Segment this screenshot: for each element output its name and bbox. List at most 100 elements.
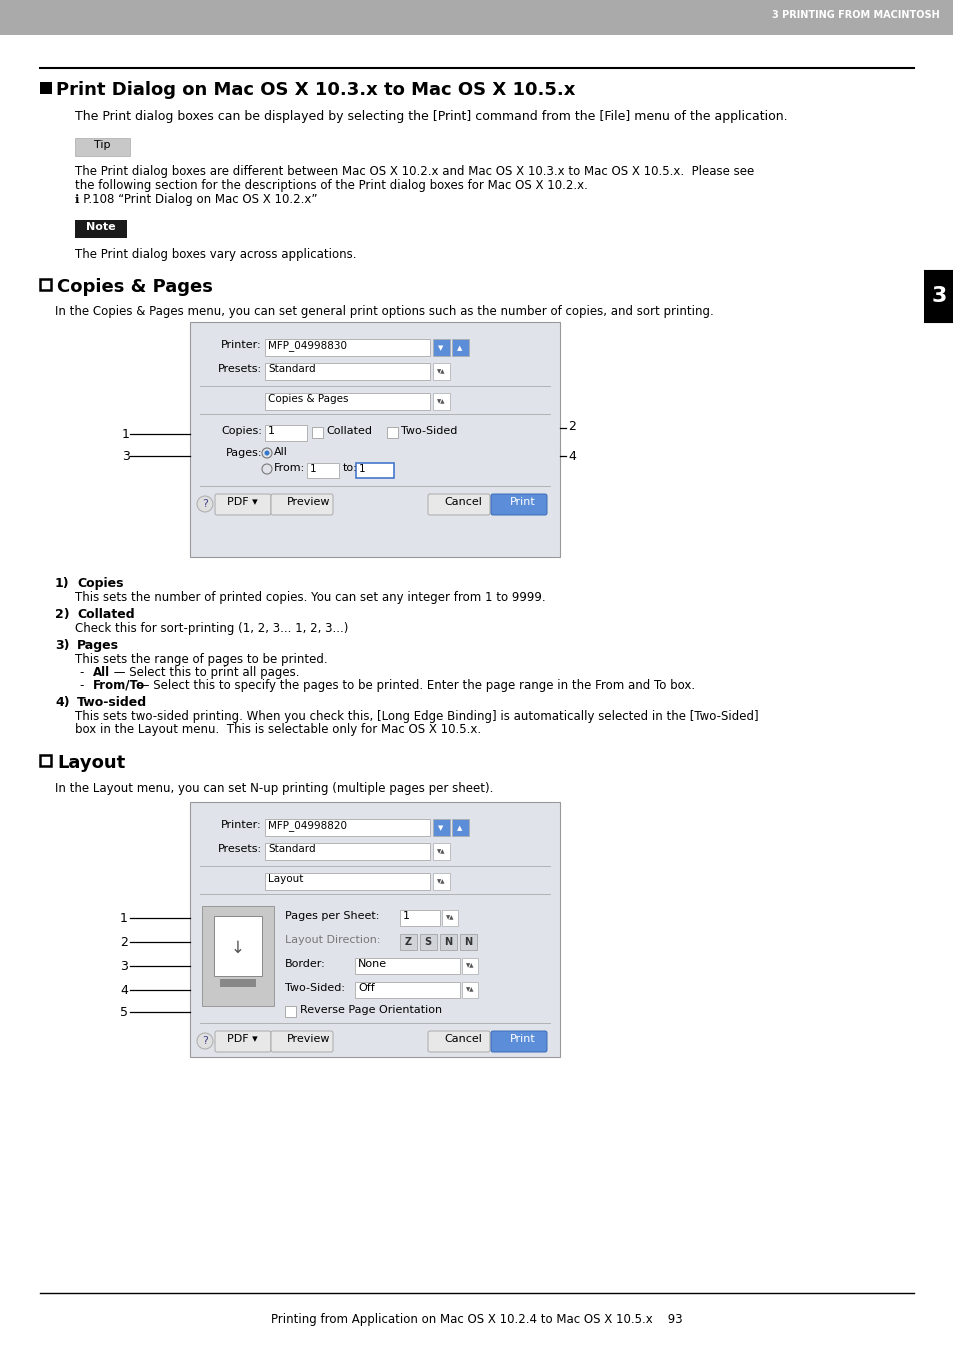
Text: -: - xyxy=(80,666,91,680)
FancyBboxPatch shape xyxy=(214,1031,271,1052)
Bar xyxy=(40,82,52,95)
Text: S: S xyxy=(424,938,431,947)
Text: ▼▲: ▼▲ xyxy=(445,916,454,920)
Bar xyxy=(265,339,430,357)
Text: Tip: Tip xyxy=(93,141,111,150)
Text: All: All xyxy=(92,666,110,680)
Text: 3: 3 xyxy=(120,961,128,973)
Circle shape xyxy=(264,450,269,455)
Text: Preview: Preview xyxy=(287,1034,330,1044)
Text: Printer:: Printer: xyxy=(221,340,262,350)
Bar xyxy=(265,363,430,380)
Bar xyxy=(461,958,477,974)
Text: Copies: Copies xyxy=(77,577,123,590)
Bar xyxy=(399,934,416,950)
Bar xyxy=(220,979,255,988)
Text: From:: From: xyxy=(274,463,305,473)
Text: box in the Layout menu.  This is selectable only for Mac OS X 10.5.x.: box in the Layout menu. This is selectab… xyxy=(75,723,480,736)
Text: Layout: Layout xyxy=(57,754,125,771)
Text: ▼▲: ▼▲ xyxy=(436,880,445,885)
Text: 1): 1) xyxy=(55,577,70,590)
Text: Collated: Collated xyxy=(326,426,372,436)
Bar xyxy=(75,220,127,238)
Text: ▼: ▼ xyxy=(437,345,443,351)
Text: 1: 1 xyxy=(268,426,274,436)
Text: N: N xyxy=(443,938,452,947)
Bar xyxy=(459,934,476,950)
Text: Two-sided: Two-sided xyxy=(77,696,147,709)
Text: Copies & Pages: Copies & Pages xyxy=(268,394,348,404)
Circle shape xyxy=(196,1034,213,1048)
Bar xyxy=(433,363,450,380)
Text: PDF ▾: PDF ▾ xyxy=(227,497,257,507)
Bar xyxy=(265,873,430,890)
Text: ▼▲: ▼▲ xyxy=(436,850,445,854)
Text: — Select this to print all pages.: — Select this to print all pages. xyxy=(111,666,299,680)
Text: ▲: ▲ xyxy=(456,825,462,831)
Bar xyxy=(75,138,130,155)
Text: ?: ? xyxy=(202,499,208,509)
Text: 1: 1 xyxy=(358,463,365,474)
Bar xyxy=(312,427,323,438)
Bar xyxy=(285,1006,295,1017)
Text: ▼▲: ▼▲ xyxy=(465,963,474,969)
Bar xyxy=(355,958,459,974)
Bar xyxy=(265,393,430,409)
Text: Preview: Preview xyxy=(287,497,330,507)
Text: 3): 3) xyxy=(55,639,70,653)
Text: 1: 1 xyxy=(402,911,410,921)
Text: Note: Note xyxy=(86,222,115,232)
Text: The Print dialog boxes are different between Mac OS X 10.2.x and Mac OS X 10.3.x: The Print dialog boxes are different bet… xyxy=(75,165,754,178)
Text: All: All xyxy=(274,447,288,457)
Text: PDF ▾: PDF ▾ xyxy=(227,1034,257,1044)
Bar xyxy=(40,280,51,290)
Bar xyxy=(355,463,394,478)
Text: In the Copies & Pages menu, you can set general print options such as the number: In the Copies & Pages menu, you can set … xyxy=(55,305,713,317)
Bar xyxy=(439,934,456,950)
Text: Copies & Pages: Copies & Pages xyxy=(57,278,213,296)
Text: Two-Sided: Two-Sided xyxy=(400,426,456,436)
Text: -: - xyxy=(80,680,91,692)
Text: Check this for sort-printing (1, 2, 3... 1, 2, 3...): Check this for sort-printing (1, 2, 3...… xyxy=(75,621,348,635)
Text: 3: 3 xyxy=(122,450,130,463)
Text: 4): 4) xyxy=(55,696,70,709)
Bar xyxy=(0,0,953,35)
FancyBboxPatch shape xyxy=(271,494,333,515)
Bar xyxy=(433,873,450,890)
Text: to:: to: xyxy=(343,463,357,473)
Text: Pages:: Pages: xyxy=(225,449,262,458)
Text: Cancel: Cancel xyxy=(443,1034,481,1044)
Bar xyxy=(190,802,559,1056)
Text: ▲: ▲ xyxy=(456,345,462,351)
FancyBboxPatch shape xyxy=(271,1031,333,1052)
FancyBboxPatch shape xyxy=(428,494,490,515)
Text: ▼▲: ▼▲ xyxy=(465,988,474,993)
Bar xyxy=(923,270,953,322)
Text: Print Dialog on Mac OS X 10.3.x to Mac OS X 10.5.x: Print Dialog on Mac OS X 10.3.x to Mac O… xyxy=(56,81,575,99)
Bar xyxy=(452,819,469,836)
Text: Two-Sided:: Two-Sided: xyxy=(285,984,345,993)
Circle shape xyxy=(196,496,213,512)
Text: Border:: Border: xyxy=(285,959,325,969)
Text: Standard: Standard xyxy=(268,844,315,854)
Bar xyxy=(419,934,436,950)
Bar xyxy=(433,843,450,861)
Bar xyxy=(213,916,262,975)
Bar xyxy=(433,339,450,357)
Text: 5: 5 xyxy=(120,1006,128,1019)
Text: The Print dialog boxes can be displayed by selecting the [Print] command from th: The Print dialog boxes can be displayed … xyxy=(75,109,787,123)
Text: This sets the number of printed copies. You can set any integer from 1 to 9999.: This sets the number of printed copies. … xyxy=(75,590,545,604)
Text: From/To: From/To xyxy=(92,680,145,692)
Text: 1: 1 xyxy=(122,428,130,440)
Text: MFP_04998820: MFP_04998820 xyxy=(268,820,347,831)
Text: N: N xyxy=(463,938,472,947)
Text: Pages: Pages xyxy=(77,639,119,653)
Text: the following section for the descriptions of the Print dialog boxes for Mac OS : the following section for the descriptio… xyxy=(75,178,587,192)
Text: 3 PRINTING FROM MACINTOSH: 3 PRINTING FROM MACINTOSH xyxy=(771,9,939,20)
FancyBboxPatch shape xyxy=(214,494,271,515)
FancyBboxPatch shape xyxy=(491,494,546,515)
Text: 3: 3 xyxy=(930,286,945,305)
Text: Layout: Layout xyxy=(268,874,303,884)
Bar xyxy=(265,819,430,836)
Text: Off: Off xyxy=(357,984,375,993)
